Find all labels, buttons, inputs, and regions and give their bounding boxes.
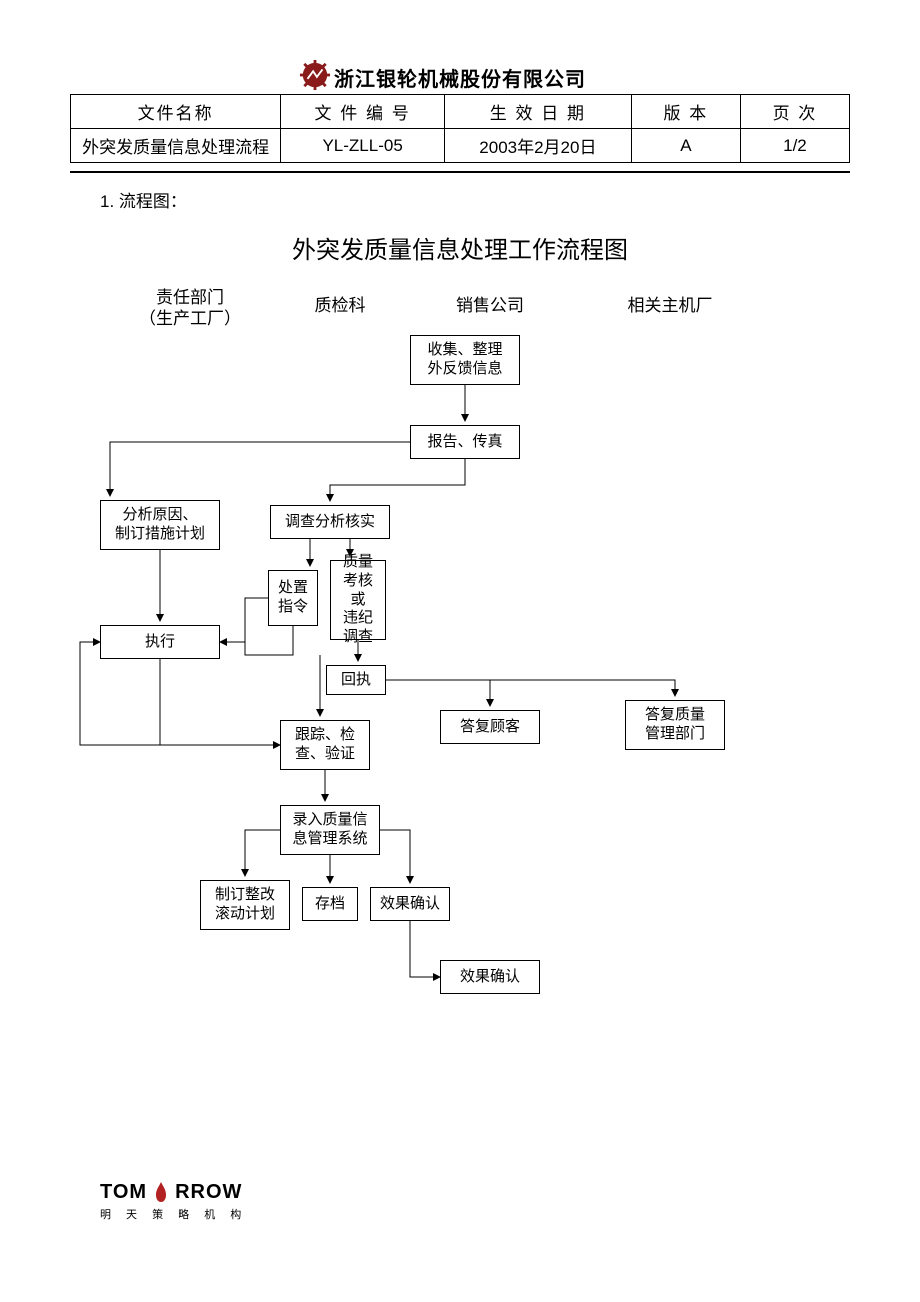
flame-icon (149, 1180, 173, 1204)
flow-node-n_collect: 收集、整理外反馈信息 (410, 335, 520, 385)
th-version: 版 本 (631, 95, 740, 129)
flow-node-n_reply2: 答复质量管理部门 (625, 700, 725, 750)
lane-2: 质检科 (300, 295, 380, 316)
th-date: 生 效 日 期 (444, 95, 631, 129)
flow-node-n_report: 报告、传真 (410, 425, 520, 459)
flow-node-n_archive: 存档 (302, 887, 358, 921)
divider (70, 171, 850, 173)
th-name: 文件名称 (71, 95, 281, 129)
gear-icon (300, 60, 330, 90)
td-date: 2003年2月20日 (444, 129, 631, 163)
th-page: 页 次 (740, 95, 849, 129)
td-name: 外突发质量信息处理流程 (71, 129, 281, 163)
td-version: A (631, 129, 740, 163)
lane-headers: 责任部门 （生产工厂） 质检科 销售公司 相关主机厂 (70, 287, 850, 331)
flow-node-n_reply1: 答复顾客 (440, 710, 540, 744)
flow-node-n_confirm1: 效果确认 (370, 887, 450, 921)
company-name: 浙江银轮机械股份有限公司 (334, 63, 586, 92)
lane-3: 销售公司 (440, 295, 540, 316)
flowchart-area: 收集、整理外反馈信息报告、传真分析原因、制订措施计划 调查分析核实处置指令质量考核… (70, 335, 850, 1075)
doc-info-table: 文件名称 文 件 编 号 生 效 日 期 版 本 页 次 外突发质量信息处理流程… (70, 94, 850, 163)
flowchart-title: 外突发质量信息处理工作流程图 (70, 230, 850, 265)
td-page: 1/2 (740, 129, 849, 163)
flow-node-n_track: 跟踪、检查、验证 (280, 720, 370, 770)
flow-node-n_order: 处置指令 (268, 570, 318, 626)
flow-node-n_exec: 执行 (100, 625, 220, 659)
flow-node-n_invest: 调查分析核实 (270, 505, 390, 539)
footer-brand-left: TOM (100, 1181, 147, 1204)
lane-1: 责任部门 （生产工厂） (125, 287, 255, 330)
footer-sub: 明 天 策 略 机 构 (100, 1206, 247, 1222)
lane-4: 相关主机厂 (610, 295, 730, 316)
flow-node-n_cause: 分析原因、制订措施计划 (100, 500, 220, 550)
td-number: YL-ZLL-05 (281, 129, 445, 163)
footer-logo: TOM RROW 明 天 策 略 机 构 (100, 1180, 247, 1222)
flow-node-n_receipt: 回执 (326, 665, 386, 695)
flow-node-n_confirm2: 效果确认 (440, 960, 540, 994)
th-number: 文 件 编 号 (281, 95, 445, 129)
flow-node-n_plan: 制订整改滚动计划 (200, 880, 290, 930)
footer-brand-right: RROW (175, 1181, 242, 1204)
header-row: 浙江银轮机械股份有限公司 (300, 60, 850, 92)
flow-node-n_input: 录入质量信息管理系统 (280, 805, 380, 855)
section-label: 1. 流程图： (100, 187, 850, 212)
flow-node-n_assess: 质量考核或违纪调查 (330, 560, 386, 640)
